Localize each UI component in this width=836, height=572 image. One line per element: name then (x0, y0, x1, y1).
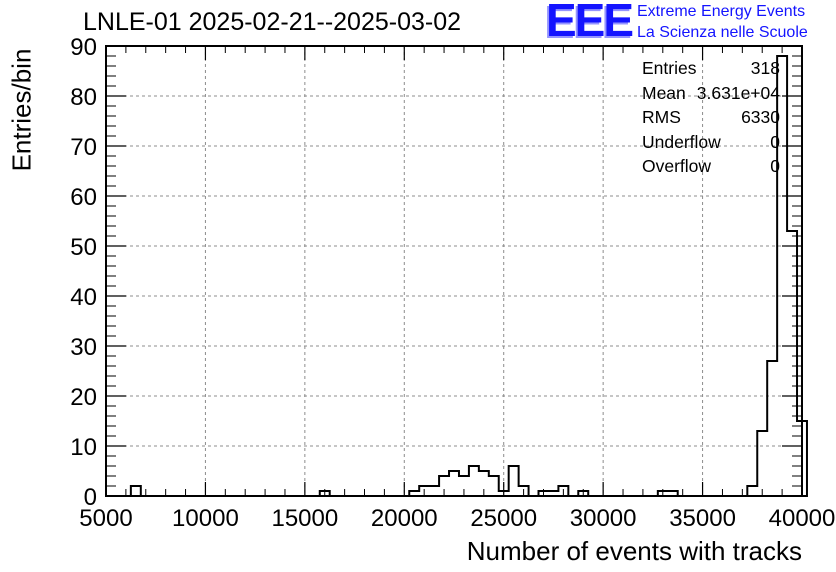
stat-row-mean: Mean 3.631e+04 (642, 83, 780, 108)
histogram-bin (449, 471, 459, 496)
grid-lines (106, 46, 802, 496)
stats-box: Entries 318 Mean 3.631e+04 RMS 6330 Unde… (642, 58, 780, 181)
chart-title: LNLE-01 2025-02-21--2025-03-02 (83, 8, 462, 36)
svg-text:EEE: EEE (546, 0, 632, 42)
stat-value: 0 (770, 156, 780, 177)
y-tick-labels: 0 10 20 30 40 50 60 70 80 90 (70, 34, 97, 511)
y-tick-label: 40 (70, 284, 97, 311)
plot-frame (105, 45, 803, 497)
x-tick-label: 10000 (172, 505, 239, 532)
axis-ticks (105, 45, 803, 497)
eee-logo: EEE EEE (544, 0, 634, 42)
y-tick-label: 80 (70, 84, 97, 111)
stat-label: Overflow (642, 156, 712, 177)
stat-label: Underflow (642, 131, 721, 152)
histogram-bin (747, 486, 757, 496)
y-tick-label: 0 (84, 484, 97, 511)
stat-row-rms: RMS 6330 (642, 107, 780, 132)
stat-label: Entries (642, 58, 697, 78)
x-tick-label: 35000 (669, 505, 736, 532)
histogram-bin (757, 431, 767, 496)
y-tick-label: 30 (70, 334, 97, 361)
stat-label: Mean (642, 82, 686, 103)
x-axis-label: Number of events with tracks (466, 536, 802, 566)
x-tick-label: 5000 (79, 505, 132, 532)
histogram-bin (509, 466, 519, 496)
stat-value: 318 (750, 58, 780, 78)
histogram-bin (429, 486, 439, 496)
stat-row-overflow: Overflow 0 (642, 156, 780, 181)
y-tick-label: 50 (70, 234, 97, 261)
x-tick-labels: 5000 10000 15000 20000 25000 30000 35000 40000 (79, 505, 835, 532)
histogram-bin (489, 476, 499, 496)
stat-row-entries: Entries 318 (642, 58, 780, 83)
x-tick-label: 15000 (271, 505, 338, 532)
logo-line-2: La Scienza nelle Scuole (637, 24, 808, 41)
stat-value: 6330 (741, 107, 780, 128)
x-tick-label: 40000 (769, 505, 836, 532)
stat-label: RMS (642, 107, 681, 128)
x-tick-label: 30000 (570, 505, 637, 532)
histogram-bin (131, 486, 141, 496)
x-tick-label: 25000 (470, 505, 537, 532)
x-tick-label: 20000 (371, 505, 438, 532)
y-axis-label: Entries/bin (6, 48, 37, 172)
y-tick-label: 60 (70, 184, 97, 211)
y-tick-label: 70 (70, 134, 97, 161)
y-tick-label: 90 (70, 34, 97, 61)
histogram-outline (106, 55, 808, 497)
y-tick-label: 20 (70, 384, 97, 411)
y-tick-label: 10 (70, 434, 97, 461)
stat-row-underflow: Underflow 0 (642, 132, 780, 157)
logo-line-1: Extreme Energy Events (637, 3, 806, 20)
stat-value: 0 (770, 131, 780, 152)
histogram-bin (469, 466, 479, 496)
histogram-bin (767, 361, 777, 496)
svg-text:EEE: EEE (544, 0, 630, 42)
stat-value: 3.631e+04 (696, 82, 780, 103)
